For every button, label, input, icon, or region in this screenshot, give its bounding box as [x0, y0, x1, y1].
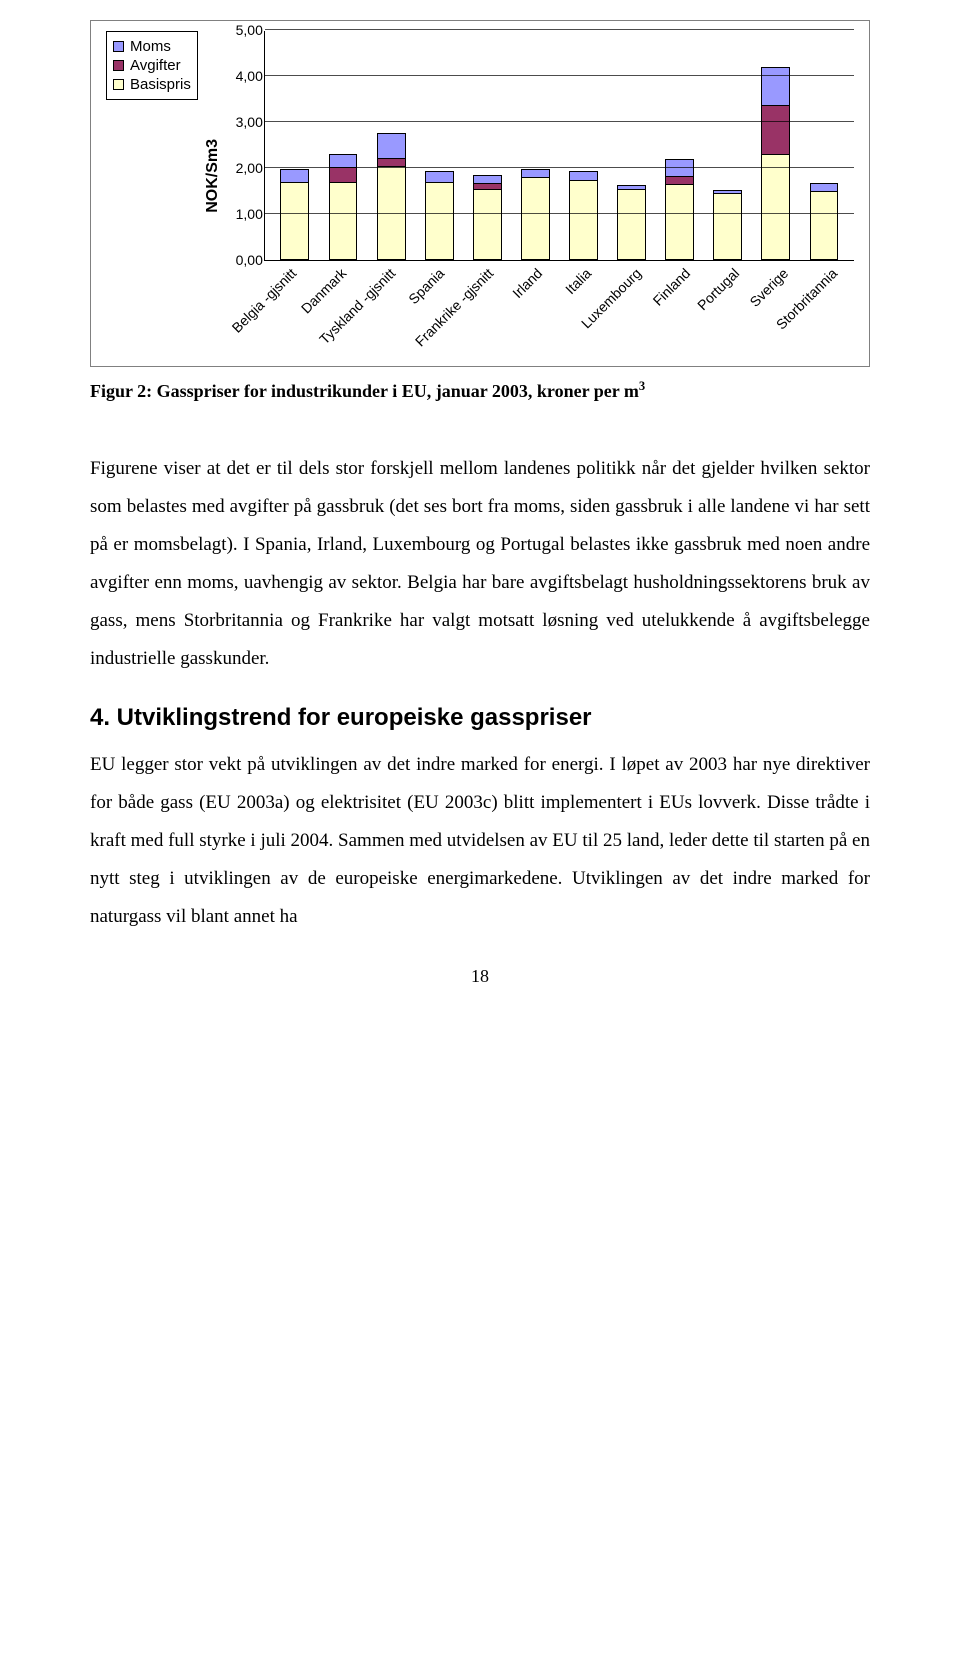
- chart-frame: MomsAvgifterBasispris NOK/Sm3 0,001,002,…: [90, 20, 870, 367]
- gridline: [265, 213, 854, 214]
- stacked-bar: [665, 160, 694, 260]
- gridline: [265, 75, 854, 76]
- bar-segment-basispris: [425, 182, 454, 260]
- bar-segment-basispris: [617, 189, 646, 260]
- bar-slot: [800, 31, 848, 260]
- bar-segment-basispris: [810, 191, 839, 260]
- bar-slot: [367, 31, 415, 260]
- chart-row: MomsAvgifterBasispris NOK/Sm3 0,001,002,…: [106, 31, 854, 351]
- body-text: Figurene viser at det er til dels stor f…: [90, 450, 870, 936]
- bar-segment-basispris: [473, 189, 502, 260]
- bar-segment-basispris: [280, 182, 309, 260]
- y-tick-label: 2,00: [223, 160, 263, 176]
- y-tick-label: 1,00: [223, 206, 263, 222]
- stacked-bar: [761, 68, 790, 260]
- bar-segment-avgifter: [329, 167, 358, 183]
- bar-segment-basispris: [521, 177, 550, 260]
- x-axis-labels: Belgia -gjsnittDanmarkTyskland -gjsnittS…: [264, 261, 854, 351]
- bar-slot: [415, 31, 463, 260]
- stacked-bar: [521, 170, 550, 260]
- bar-slot: [559, 31, 607, 260]
- chart-legend: Moms Avgifter Basispris: [106, 31, 198, 100]
- x-label-slot: Irland: [510, 261, 559, 351]
- bar-slot: [608, 31, 656, 260]
- x-axis-label: Spania: [405, 265, 447, 307]
- caption-sup: 3: [639, 379, 645, 393]
- bar-segment-basispris: [713, 193, 742, 260]
- y-tick-label: 3,00: [223, 114, 263, 130]
- x-label-slot: Luxembourg: [608, 261, 657, 351]
- stacked-bar: [377, 134, 406, 260]
- bar-slot: [271, 31, 319, 260]
- bar-segment-avgifter: [761, 105, 790, 156]
- legend-item: Moms: [113, 38, 191, 55]
- x-label-slot: Tyskland -gjsnitt: [362, 261, 411, 351]
- page-number: 18: [90, 966, 870, 987]
- bar-segment-basispris: [761, 154, 790, 260]
- y-tick-label: 5,00: [223, 22, 263, 38]
- bar-segment-basispris: [569, 180, 598, 261]
- x-label-slot: Storbritannia: [805, 261, 854, 351]
- y-axis-label: NOK/Sm3: [204, 139, 222, 213]
- bar-slot: [704, 31, 752, 260]
- x-label-slot: Frankrike -gjsnitt: [461, 261, 510, 351]
- stacked-bar: [617, 186, 646, 260]
- bar-segment-moms: [761, 67, 790, 106]
- caption-text: Figur 2: Gasspriser for industrikunder i…: [90, 381, 639, 401]
- bar-segment-basispris: [665, 184, 694, 260]
- bar-slot: [319, 31, 367, 260]
- stacked-bar: [713, 191, 742, 260]
- figure-caption: Figur 2: Gasspriser for industrikunder i…: [90, 379, 870, 402]
- stacked-bar: [329, 155, 358, 260]
- plot-area: 0,001,002,003,004,005,00: [264, 31, 854, 261]
- legend-label: Avgifter: [130, 57, 181, 74]
- gridline: [265, 29, 854, 30]
- legend-item: Basispris: [113, 76, 191, 93]
- bar-slot: [463, 31, 511, 260]
- gridline: [265, 167, 854, 168]
- x-label-slot: Portugal: [706, 261, 755, 351]
- y-tick-label: 4,00: [223, 68, 263, 84]
- stacked-bar: [810, 184, 839, 260]
- legend-swatch: [113, 79, 124, 90]
- section-heading: 4. Utviklingstrend for europeiske gasspr…: [90, 704, 870, 732]
- legend-label: Moms: [130, 38, 171, 55]
- stacked-bar: [280, 170, 309, 260]
- y-tick-label: 0,00: [223, 252, 263, 268]
- legend-swatch: [113, 60, 124, 71]
- x-axis-label: Italia: [563, 265, 595, 297]
- stacked-bar: [473, 176, 502, 260]
- legend-label: Basispris: [130, 76, 191, 93]
- x-axis-label: Irland: [510, 265, 546, 301]
- bar-slot: [511, 31, 559, 260]
- bar-segment-basispris: [329, 182, 358, 260]
- bar-segment-moms: [377, 133, 406, 158]
- bar-slot: [752, 31, 800, 260]
- gridline: [265, 121, 854, 122]
- paragraph-2: EU legger stor vekt på utviklingen av de…: [90, 746, 870, 936]
- paragraph-1: Figurene viser at det er til dels stor f…: [90, 450, 870, 678]
- bar-slot: [656, 31, 704, 260]
- x-axis-label: Belgia -gjsnitt: [229, 265, 300, 336]
- legend-swatch: [113, 41, 124, 52]
- bar-segment-moms: [280, 169, 309, 183]
- stacked-bar: [569, 172, 598, 260]
- plot-column: 0,001,002,003,004,005,00 Belgia -gjsnitt…: [224, 31, 854, 351]
- stacked-bar: [425, 172, 454, 260]
- legend-item: Avgifter: [113, 57, 191, 74]
- bars-row: [265, 31, 854, 260]
- bar-segment-moms: [329, 154, 358, 168]
